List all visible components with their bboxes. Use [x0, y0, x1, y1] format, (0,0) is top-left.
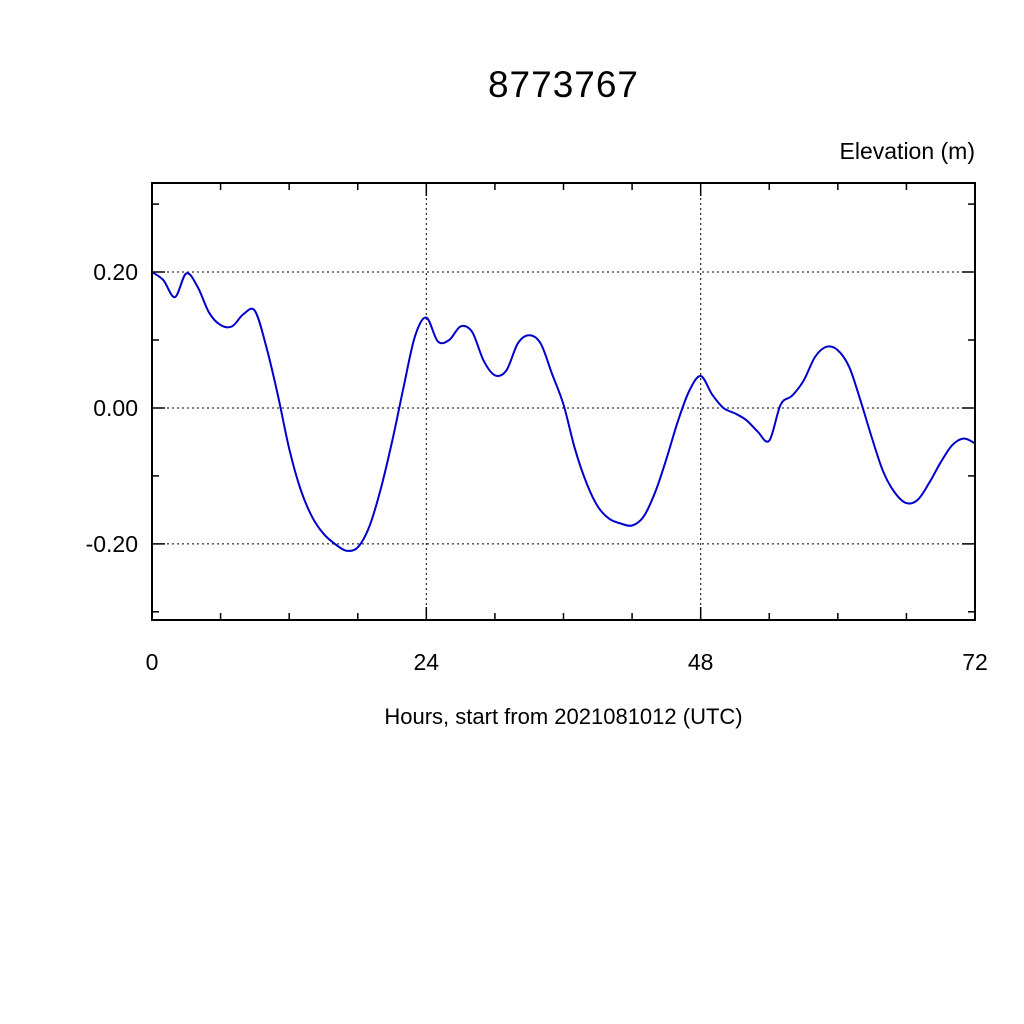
x-tick-label: 48	[688, 649, 714, 675]
y-tick-label: 0.20	[93, 259, 138, 285]
x-tick-label: 72	[962, 649, 988, 675]
y-axis-label: Elevation (m)	[839, 138, 975, 164]
y-tick-label: -0.20	[86, 531, 138, 557]
elevation-line	[151, 271, 976, 552]
chart-title: 8773767	[487, 64, 640, 105]
x-tick-label: 24	[414, 649, 440, 675]
plot-frame	[151, 182, 976, 621]
y-tick-label: 0.00	[93, 395, 138, 421]
x-axis-label: Hours, start from 2021081012 (UTC)	[384, 704, 743, 729]
x-tick-label: 0	[146, 649, 159, 675]
